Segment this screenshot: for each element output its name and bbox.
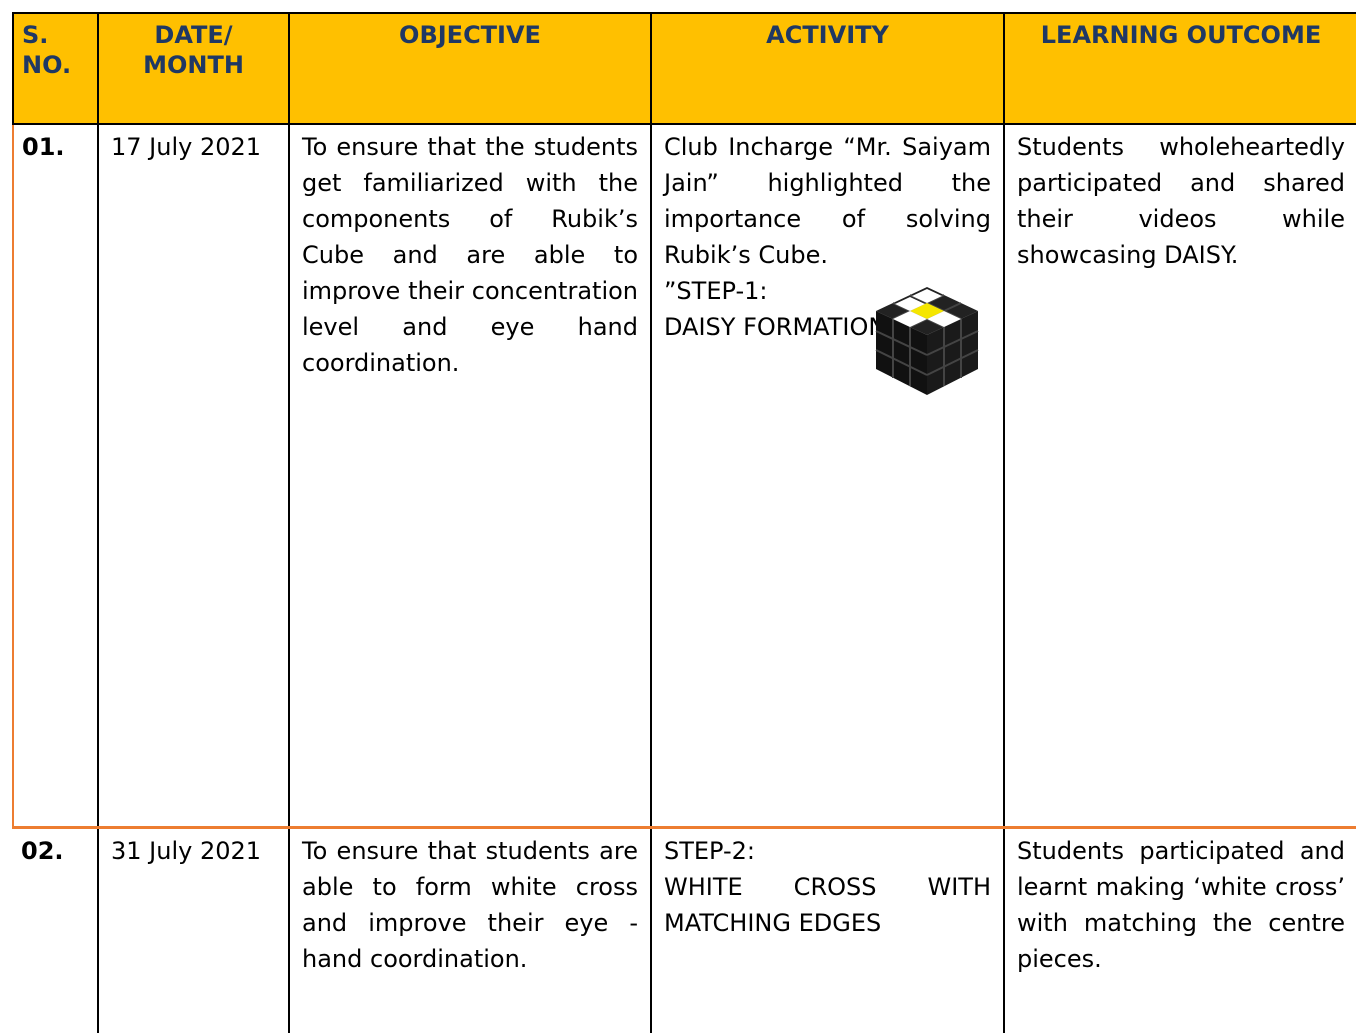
table-cell: 02. <box>13 828 98 1033</box>
header-cell: S. NO. <box>13 13 98 124</box>
rubiks-cube-image <box>870 283 985 398</box>
header-cell: OBJECTIVE <box>289 13 651 124</box>
cell-text: Students wholeheartedly participated and… <box>1017 129 1345 273</box>
table-cell: Club Incharge “Mr. Saiyam Jain” highligh… <box>651 124 1004 828</box>
page: {"table": { "headers": ["S. NO.", "DATE/… <box>0 0 1356 1012</box>
cell-text: 02. <box>21 833 85 869</box>
table-cell: 31 July 2021 <box>98 828 289 1033</box>
header-cell: ACTIVITY <box>651 13 1004 124</box>
cell-text: Club Incharge “Mr. Saiyam Jain” highligh… <box>664 129 991 273</box>
table-row: 01. 17 July 2021 To ensure that the studen… <box>13 124 1356 828</box>
cell-text: 31 July 2021 <box>111 833 276 869</box>
cell-text: To ensure that the students get familiar… <box>302 129 638 381</box>
table-row: 02. 31 July 2021 To ensure that students a… <box>13 828 1356 1033</box>
table-cell: To ensure that the students get familiar… <box>289 124 651 828</box>
cell-text: 01. <box>22 129 85 165</box>
table-cell: To ensure that students are able to form… <box>289 828 651 1033</box>
header-cell: DATE/ MONTH <box>98 13 289 124</box>
cell-text: 17 July 2021 <box>111 129 276 165</box>
cell-text: STEP-2: <box>664 833 991 869</box>
cell-text: To ensure that students are able to form… <box>302 833 638 977</box>
cell-text: Students participated and learnt making … <box>1017 833 1345 977</box>
table-cell: Students participated and learnt making … <box>1004 828 1356 1033</box>
table-cell: STEP-2:WHITE CROSS WITH MATCHING EDGES <box>651 828 1004 1033</box>
table-cell: 17 July 2021 <box>98 124 289 828</box>
table-cell: 01. <box>13 124 98 828</box>
header-cell: LEARNING OUTCOME <box>1004 13 1356 124</box>
table-cell: Students wholeheartedly participated and… <box>1004 124 1356 828</box>
cell-text: WHITE CROSS WITH MATCHING EDGES <box>664 869 991 941</box>
